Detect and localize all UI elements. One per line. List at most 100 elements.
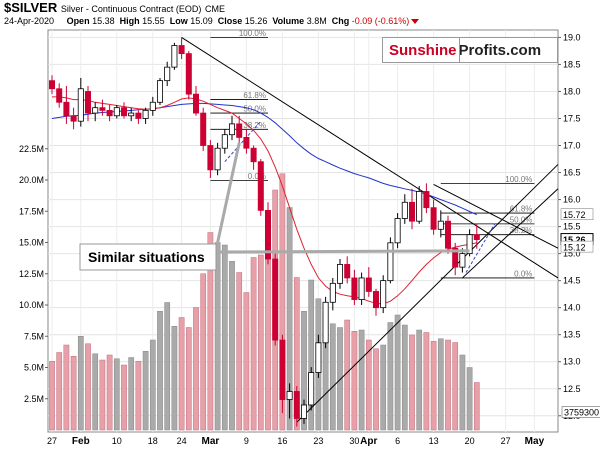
candle-body — [437, 220, 444, 230]
high-label: High — [119, 16, 140, 26]
volume-bar — [409, 334, 415, 431]
candle-body — [272, 258, 279, 341]
price-label-box — [560, 208, 594, 221]
volume-bar — [92, 353, 99, 431]
fib-level-label: 38.2% — [243, 121, 266, 130]
volume-bar — [250, 257, 257, 431]
volume-bar — [308, 279, 315, 431]
brand-divider — [459, 37, 460, 63]
volume-bar — [416, 329, 423, 431]
candle-body — [423, 191, 430, 209]
annotation-arrow — [214, 142, 241, 251]
candle-body — [430, 207, 437, 230]
fib-level-label: 50.0% — [510, 215, 533, 224]
volume-bar — [279, 173, 286, 431]
down-arrow-icon — [411, 19, 420, 25]
price-tick-label: 18.0 — [563, 86, 581, 96]
price-tick-label: 14.0 — [563, 303, 581, 313]
volume-bar — [200, 273, 207, 431]
candle-body — [149, 101, 156, 111]
chart-axes: 12.012.513.013.514.014.515.015.516.016.5… — [19, 32, 600, 447]
low-value: 15.09 — [190, 16, 213, 26]
short-term-support-trendline — [462, 188, 559, 279]
price-label: 15.72 — [563, 210, 586, 220]
volume-bar — [459, 354, 466, 431]
volume-value: 3.8M — [306, 16, 327, 26]
price-label: 15.12 — [563, 243, 586, 253]
price-label-box — [560, 240, 594, 253]
date-tick-label: Apr — [360, 436, 377, 447]
fib-level-label: 38.2% — [510, 226, 533, 235]
candle-body — [192, 93, 199, 114]
candle-body — [128, 112, 135, 117]
candle-body — [185, 53, 192, 95]
volume-bar — [437, 338, 444, 431]
candle-body — [236, 123, 243, 138]
candle-body — [329, 282, 336, 303]
volume-tick-label: 10.0M — [19, 300, 44, 310]
volume-bar — [452, 342, 459, 431]
candle-body — [401, 201, 408, 219]
volume-bar — [49, 361, 55, 431]
candle-body — [408, 201, 415, 222]
date-tick-label: 27 — [501, 436, 511, 446]
candle-body — [380, 280, 387, 309]
close-label: Close — [217, 16, 243, 26]
volume-bar — [99, 359, 106, 431]
candle-body — [336, 264, 343, 284]
candle-body — [466, 234, 473, 255]
candle-body — [250, 147, 257, 163]
price-tick-label: 15.0 — [563, 249, 581, 259]
candle-body — [344, 264, 351, 279]
candle-body — [416, 191, 423, 222]
date-tick-label: 16 — [277, 436, 287, 446]
volume-tick-label: 20.0M — [19, 175, 44, 185]
volume-bar — [445, 339, 451, 431]
candle-body — [200, 112, 207, 146]
candle-body — [56, 88, 63, 103]
volume-bar — [229, 261, 235, 431]
similar-situations-annotation: Similar situations — [79, 142, 470, 271]
candle-body — [85, 91, 92, 114]
price-tick-label: 14.5 — [563, 276, 581, 286]
volume-bar — [473, 382, 480, 431]
upper-triangle-trendline — [433, 183, 559, 249]
volume-bar — [401, 324, 408, 431]
volume-bar — [358, 329, 365, 431]
volume-label: Volume — [272, 16, 305, 26]
volume-bar — [56, 352, 63, 431]
fib-level-label: 0.0% — [248, 172, 266, 181]
price-tick-label: 17.0 — [563, 141, 581, 151]
flag-dashed-line — [224, 120, 262, 163]
volume-bar — [193, 307, 199, 431]
candle-body — [387, 242, 394, 282]
candle-body — [394, 218, 401, 244]
volume-bar — [337, 327, 343, 431]
candle-body — [49, 80, 56, 90]
open-value: 15.38 — [92, 16, 115, 26]
high-value: 15.55 — [142, 16, 165, 26]
candle-body — [214, 147, 221, 171]
volume-bar — [394, 314, 401, 431]
low-label: Low — [169, 16, 188, 26]
candle-body — [92, 107, 99, 114]
quote-summary: 24-Apr-2020 Open 15.38 High 15.55 Low 15… — [4, 16, 420, 26]
fib-level-label: 61.8% — [243, 91, 266, 100]
volume-bar — [128, 357, 135, 431]
annotation-text: Similar situations — [88, 249, 205, 265]
fib-level-label: 50.0% — [243, 105, 266, 114]
volume-bar — [373, 348, 379, 431]
date-tick-label: 10 — [112, 436, 122, 446]
trendlines — [181, 36, 559, 423]
volume-bar — [178, 317, 185, 431]
volume-bar — [85, 343, 91, 431]
date-tick-label: 6 — [395, 436, 400, 446]
candle-body — [286, 391, 293, 400]
volume-tick-label: 15.0M — [19, 238, 44, 248]
price-tick-label: 13.5 — [563, 330, 581, 340]
fib-level-label: 100.0% — [505, 175, 532, 184]
volume-bar — [164, 302, 171, 431]
volume-bar — [301, 311, 307, 431]
candle-body — [358, 277, 365, 300]
candle-body — [228, 123, 235, 136]
